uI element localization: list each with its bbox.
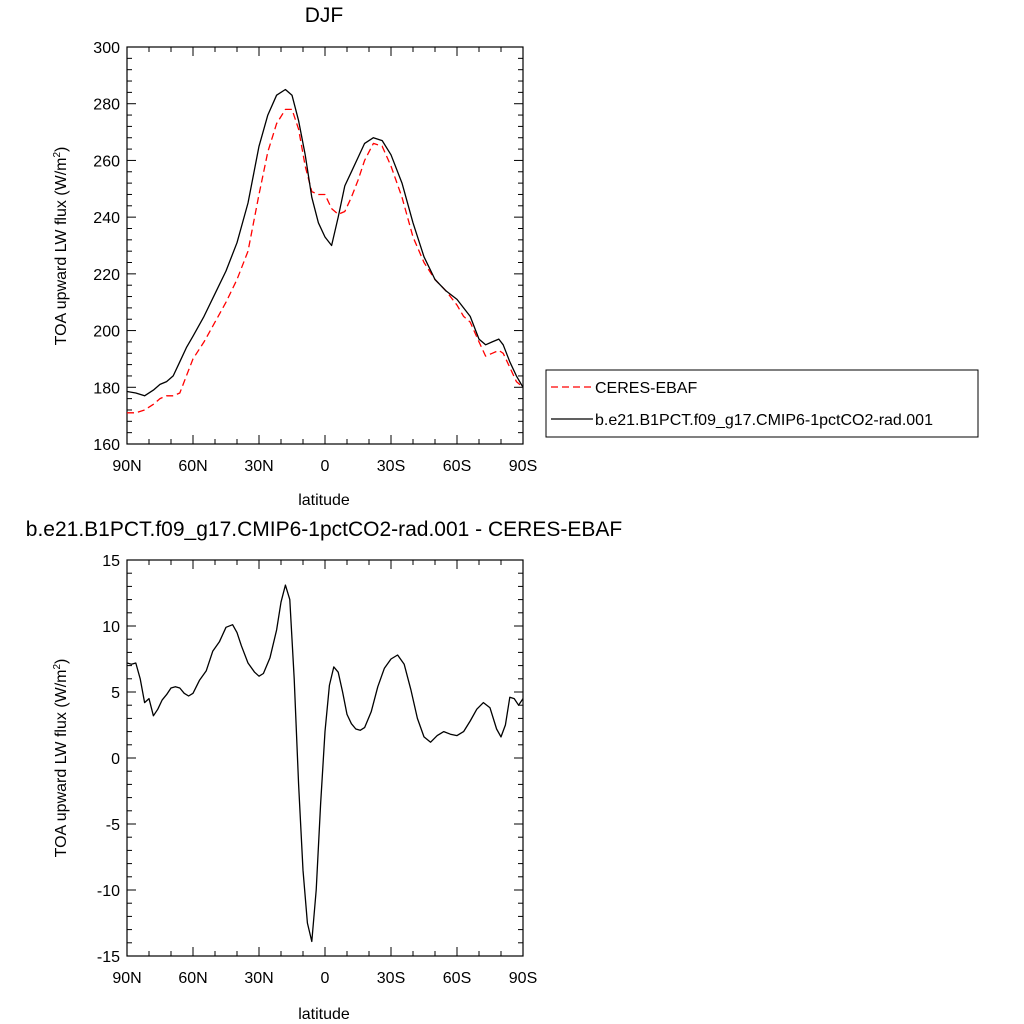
y-tick-label: -15 xyxy=(97,949,120,966)
x-tick-label: 90S xyxy=(509,970,537,987)
y-tick-labels: 160 180 200 220 240 260 280 300 xyxy=(93,40,120,454)
x-axis-label: latitude xyxy=(298,1006,350,1023)
panel-title: DJF xyxy=(305,4,344,27)
y-tick-label: 260 xyxy=(93,153,120,170)
y-axis-label-sup: 2 xyxy=(52,664,63,670)
y-tick-label: 180 xyxy=(93,380,120,397)
y-tick-labels: -15 -10 -5 0 5 10 15 xyxy=(97,553,120,966)
x-tick-label: 90N xyxy=(112,458,141,475)
series-line-0 xyxy=(127,108,524,414)
y-axis-label: TOA upward LW flux (W/m2) xyxy=(52,659,70,858)
legend: CERES-EBAF b.e21.B1PCT.f09_g17.CMIP6-1pc… xyxy=(545,369,979,438)
y-tick-label: 220 xyxy=(93,267,120,284)
y-tick-label: -5 xyxy=(106,817,120,834)
y-tick-label: 200 xyxy=(93,324,120,341)
x-tick-label: 30S xyxy=(377,970,405,987)
legend-box xyxy=(545,369,979,438)
x-tick-label: 90S xyxy=(509,458,537,475)
difference-panel: b.e21.B1PCT.f09_g17.CMIP6-1pctCO2-rad.00… xyxy=(26,518,622,1023)
x-tick-label: 90N xyxy=(112,970,141,987)
y-axis-label-sup: 2 xyxy=(52,152,63,158)
y-axis-label-close: ) xyxy=(53,147,70,152)
y-axis-label: TOA upward LW flux (W/m2) xyxy=(52,147,70,346)
x-tick-labels: 90N 60N 30N 0 30S 60S 90S xyxy=(112,970,537,987)
y-tick-label: 160 xyxy=(93,437,120,454)
x-tick-label: 30N xyxy=(244,458,273,475)
y-tick-label: 10 xyxy=(102,619,120,636)
x-tick-label: 0 xyxy=(321,970,330,987)
y-tick-label: 240 xyxy=(93,210,120,227)
x-tick-labels: 90N 60N 30N 0 30S 60S 90S xyxy=(112,458,537,475)
y-tick-label: -10 xyxy=(97,883,120,900)
x-tick-label: 60S xyxy=(443,458,471,475)
y-axis-label-close: ) xyxy=(53,659,70,664)
axis-ticks xyxy=(126,46,524,445)
series-lines xyxy=(126,88,524,414)
x-axis-label: latitude xyxy=(298,492,350,509)
y-tick-label: 300 xyxy=(93,40,120,57)
series-line-1 xyxy=(126,88,524,397)
x-tick-label: 60N xyxy=(178,458,207,475)
y-tick-label: 280 xyxy=(93,97,120,114)
legend-label-ceres: CERES-EBAF xyxy=(595,380,697,397)
series-lines xyxy=(126,584,524,943)
x-tick-label: 30S xyxy=(377,458,405,475)
series-line-0 xyxy=(126,584,524,943)
djf-panel: DJF 90N 60N 30N 0 30S 60S 90S 160 180 200 220 240 2… xyxy=(52,4,979,509)
panel-title: b.e21.B1PCT.f09_g17.CMIP6-1pctCO2-rad.00… xyxy=(26,518,622,541)
y-tick-label: 5 xyxy=(111,685,120,702)
x-tick-label: 60N xyxy=(178,970,207,987)
y-axis-label-main: TOA upward LW flux (W/m xyxy=(53,158,70,346)
y-tick-label: 15 xyxy=(102,553,120,570)
y-axis-label-main: TOA upward LW flux (W/m xyxy=(53,670,70,858)
x-tick-label: 0 xyxy=(321,458,330,475)
y-tick-label: 0 xyxy=(111,751,120,768)
axis-ticks xyxy=(126,559,524,957)
x-tick-label: 30N xyxy=(244,970,273,987)
x-tick-label: 60S xyxy=(443,970,471,987)
legend-label-model: b.e21.B1PCT.f09_g17.CMIP6-1pctCO2-rad.00… xyxy=(595,412,933,429)
